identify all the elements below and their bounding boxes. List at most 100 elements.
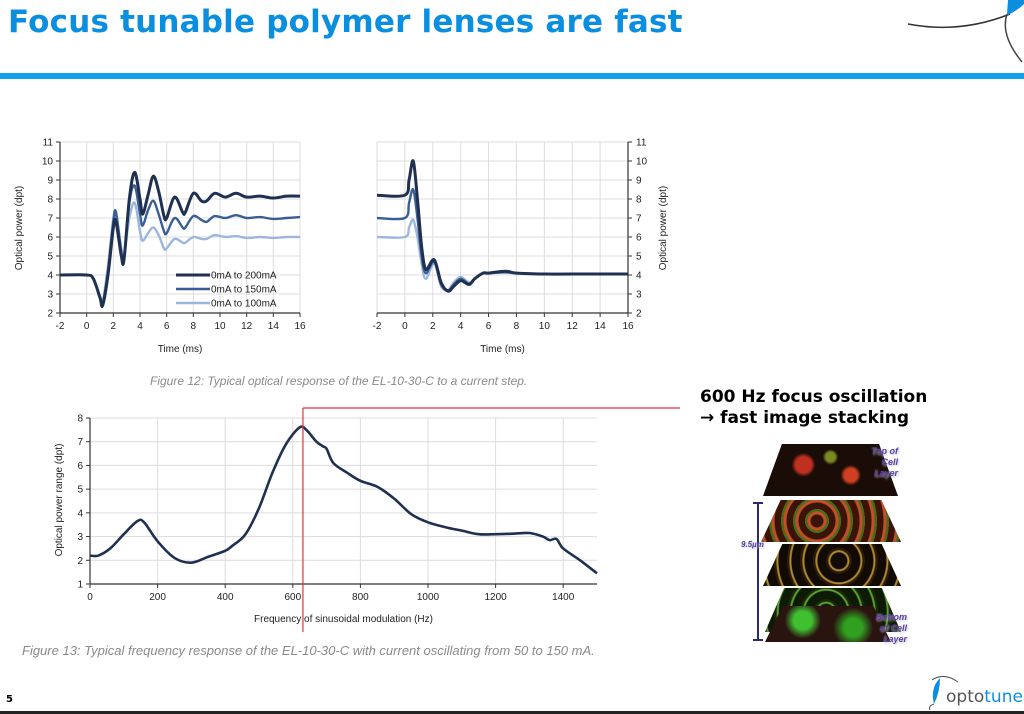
y-tick-label: 10 [42, 157, 54, 168]
y-tick-label: 5 [47, 252, 53, 263]
bottom-label-line: of Cell [879, 623, 907, 633]
y-tick-label: 4 [77, 508, 83, 519]
x-tick-label: 800 [352, 592, 369, 603]
x-tick-label: 14 [595, 321, 607, 332]
y-tick-label: 7 [47, 214, 53, 225]
x-axis-label: Time (ms) [480, 344, 525, 355]
y-tick-label: 7 [636, 214, 642, 225]
x-tick-label: 600 [284, 592, 301, 603]
y-tick-label: 3 [47, 290, 53, 301]
x-tick-label: 400 [217, 592, 234, 603]
x-tick-label: 10 [539, 321, 551, 332]
layer-1 [763, 444, 898, 496]
top-layer-label: Top of Cell Layer [850, 446, 898, 479]
x-axis-label: Frequency of sinusoidal modulation (Hz) [254, 614, 433, 625]
depth-bracket [753, 502, 763, 641]
footer-divider [0, 711, 1024, 714]
x-tick-label: 0 [87, 592, 93, 603]
y-tick-label: 8 [47, 195, 53, 206]
legend-label: 0mA to 100mA [211, 299, 277, 310]
y-tick-label: 3 [77, 532, 83, 543]
figure13-caption: Figure 13: Typical frequency response of… [22, 643, 595, 658]
legend-label: 0mA to 150mA [211, 285, 277, 296]
figure12-caption: Figure 12: Typical optical response of t… [150, 374, 528, 388]
y-tick-label: 9 [636, 176, 642, 187]
optotune-logo-text: optotune [946, 687, 1023, 707]
y-tick-label: 1 [77, 580, 83, 591]
x-tick-label: -2 [56, 321, 65, 332]
x-tick-label: 12 [241, 321, 253, 332]
series-line-3 [376, 218, 628, 292]
promo-text: 600 Hz focus oscillation → fast image st… [700, 387, 927, 429]
top-label-line: Layer [873, 468, 898, 478]
y-tick-label: 2 [77, 556, 83, 567]
header-divider [0, 73, 1024, 79]
layer-5 [765, 606, 891, 642]
x-tick-label: 14 [268, 321, 280, 332]
chart-3: 1 2 3 4 5 6 7 8 0 200 400 600 800 1000 1200 1400 Frequen… [54, 407, 680, 632]
x-tick-label: 2 [111, 321, 117, 332]
y-axis-label: Optical power (dpt) [14, 186, 25, 270]
y-tick-label: 9 [47, 176, 53, 187]
y-tick-label: 5 [77, 485, 83, 496]
y-tick-label: 7 [77, 437, 83, 448]
x-tick-label: 6 [486, 321, 492, 332]
top-label-line: Cell [881, 457, 898, 467]
chart-2: 2 3 4 5 6 7 8 9 10 11 -2 0 2 4 6 8 10 12 14 16 Time (ms) Opti… [373, 138, 669, 356]
x-tick-label: 1000 [417, 592, 440, 603]
x-tick-label: 200 [149, 592, 166, 603]
x-tick-label: -2 [373, 321, 382, 332]
y-tick-label: 4 [47, 271, 53, 282]
x-tick-label: 6 [164, 321, 170, 332]
x-tick-label: 4 [137, 321, 143, 332]
x-tick-label: 4 [458, 321, 464, 332]
optotune-logo-mark [929, 676, 959, 710]
y-tick-label: 2 [47, 309, 53, 320]
x-tick-label: 0 [84, 321, 90, 332]
x-tick-label: 1200 [484, 592, 507, 603]
x-tick-label: 12 [567, 321, 579, 332]
x-tick-label: 2 [430, 321, 436, 332]
series-line-1 [376, 159, 628, 293]
x-tick-label: 10 [214, 321, 226, 332]
y-tick-label: 6 [636, 233, 642, 244]
x-tick-label: 0 [402, 321, 408, 332]
series-line-1 [59, 170, 301, 308]
y-tick-label: 10 [636, 157, 648, 168]
top-label-line: Top of [870, 446, 898, 456]
x-axis-label: Time (ms) [158, 344, 203, 355]
y-tick-label: 4 [636, 271, 642, 282]
x-tick-label: 8 [514, 321, 520, 332]
bottom-layer-label: Bottom of Cell Layer [853, 612, 908, 645]
y-tick-label: 11 [636, 138, 647, 149]
page-number: 5 [6, 694, 13, 705]
y-tick-label: 6 [47, 233, 53, 244]
logo-text-part2: tune [984, 687, 1023, 707]
cell-layer-stack-image: 9.5µm Top of Cell Layer Bottom of Cell L… [741, 440, 915, 645]
y-tick-label: 11 [43, 138, 54, 149]
chart-1: 2 3 4 5 6 7 8 9 10 11 -2 0 2 4 6 8 10 12 14 16 Time (ms) Opti… [14, 138, 306, 356]
promo-line-2: → fast image stacking [700, 408, 910, 428]
y-tick-label: 3 [636, 290, 642, 301]
y-tick-label: 2 [636, 309, 642, 320]
promo-line-1: 600 Hz focus oscillation [700, 387, 928, 407]
depth-label: 9.5µm [741, 540, 764, 549]
slide-title: Focus tunable polymer lenses are fast [8, 4, 683, 40]
header-logo-arc [907, 0, 1024, 63]
logo-text-part1: opto [946, 687, 985, 707]
legend-label: 0mA to 200mA [211, 271, 277, 282]
y-tick-label: 8 [636, 195, 642, 206]
y-axis-label: Optical power range (dpt) [54, 444, 65, 557]
x-tick-label: 8 [191, 321, 197, 332]
y-tick-label: 6 [77, 461, 83, 472]
y-tick-label: 8 [77, 414, 83, 425]
x-tick-label: 16 [294, 321, 306, 332]
bottom-label-line: Layer [882, 634, 907, 644]
layer-2 [761, 500, 901, 542]
bottom-label-line: Bottom [875, 612, 908, 622]
y-tick-label: 5 [636, 252, 642, 263]
x-tick-label: 16 [622, 321, 634, 332]
x-tick-label: 1400 [552, 592, 575, 603]
layer-3 [763, 544, 901, 586]
